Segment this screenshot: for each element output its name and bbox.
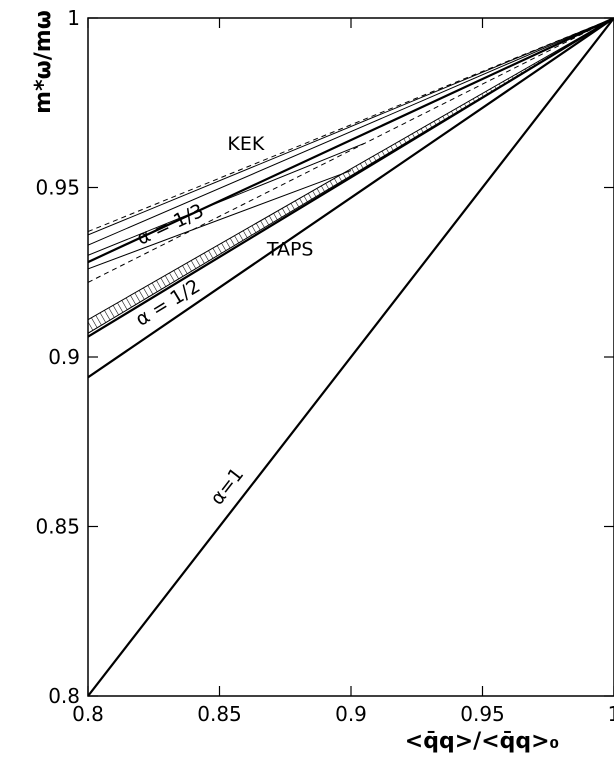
series-line-3 [88,18,614,264]
series-lines [88,18,614,696]
series-line-5 [88,18,614,246]
annotation-label: TAPS [266,238,314,260]
y-axis-label: m*ω/mω [31,10,56,114]
axis-ticks [87,17,614,697]
series-line-6 [88,142,365,256]
annotation-label: α = 1/3 [133,200,207,250]
x-tick-label: 0.95 [460,702,505,726]
axis-tick-labels: 0.8 0.85 0.9 0.95 1 0.8 0.85 0.9 0.95 1 [35,6,614,726]
annotation-label: α=1 [206,464,248,510]
series-line-7 [88,170,352,270]
series-line-2 [88,18,614,338]
series-line-9 [88,18,614,283]
series-line-0 [88,18,614,696]
series-line-1 [88,18,614,379]
series-line-4 [88,18,614,236]
x-axis-label: <q̄q>/<q̄q>₀ [405,729,559,754]
y-tick-label: 0.95 [35,176,80,200]
x-tick-label: 0.8 [72,702,104,726]
series-line-8 [88,18,614,233]
y-tick-label: 1 [67,6,80,30]
x-tick-label: 1 [608,702,614,726]
x-tick-label: 0.85 [197,702,242,726]
y-tick-label: 0.9 [48,345,80,369]
y-tick-label: 0.85 [35,515,80,539]
y-tick-label: 0.8 [48,684,80,708]
x-tick-label: 0.9 [335,702,367,726]
annotation-label: KEK [227,133,264,155]
